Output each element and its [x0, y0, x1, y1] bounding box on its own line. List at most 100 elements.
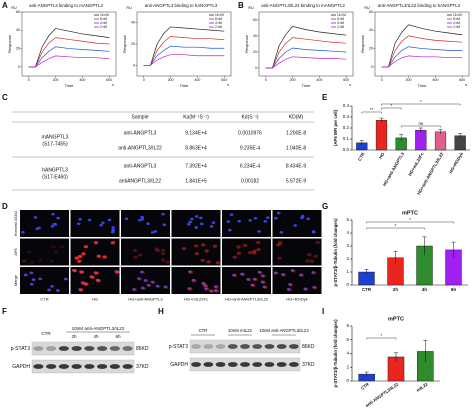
- blot-band: [71, 346, 82, 351]
- nucleus: [38, 277, 42, 281]
- x-tick-label: HG+RGDyk: [448, 151, 464, 174]
- x-tick-label: HG+mIL22Fc: [407, 151, 425, 177]
- legend-label: 2 nM: [453, 25, 460, 29]
- blot-band: [46, 346, 57, 351]
- x-tick-label: 400: [79, 78, 85, 82]
- x-tick-label: 6h: [451, 287, 457, 292]
- significance-label: *: [420, 99, 422, 104]
- legend-label: 4 nM: [215, 21, 222, 25]
- blot-band: [289, 362, 299, 367]
- x-tick-label: 400: [194, 78, 200, 82]
- significance-bracket: [381, 107, 402, 110]
- nucleus: [47, 288, 51, 292]
- ap5-signal: [246, 278, 252, 282]
- x-tick-label: 400: [432, 78, 438, 82]
- column-label: HG+anti-ANGPTL3/IL22: [225, 297, 269, 302]
- nucleus: [146, 283, 151, 287]
- ap5-signal: [84, 282, 89, 286]
- ap5-signal: [313, 254, 318, 258]
- ap5-signal: [83, 245, 89, 249]
- error-bar: [418, 127, 423, 133]
- ap5-signal: [263, 285, 268, 289]
- column-label: HG: [92, 297, 98, 302]
- ap5-signal: [160, 248, 166, 252]
- y-axis-label: (AP5 MFI per cell): [333, 109, 338, 146]
- ap5-signal: [137, 277, 143, 281]
- y-tick-label: 60: [253, 18, 257, 22]
- table-cell: 8.863E+4: [185, 145, 207, 151]
- x-tick-label: 2h: [393, 287, 399, 292]
- nucleus: [293, 224, 297, 227]
- y-tick-label: 20: [369, 47, 373, 51]
- sensorgram-curve: [143, 54, 225, 66]
- bar: [415, 129, 427, 151]
- nucleus: [155, 284, 160, 288]
- y-tick-label: 2: [346, 256, 349, 261]
- ap5-signal: [252, 251, 257, 255]
- y-unit: RU: [364, 6, 370, 10]
- nucleus: [37, 226, 41, 230]
- sensorgram-curve: [28, 46, 110, 68]
- nucleus: [111, 226, 115, 229]
- panel-letter: E: [322, 93, 328, 102]
- nucleus: [274, 216, 278, 220]
- nucleus: [194, 215, 199, 218]
- nucleus: [260, 274, 265, 277]
- blot-header: CTR: [199, 328, 208, 333]
- ap5-signal: [206, 260, 211, 264]
- legend-label: 4 nM: [337, 21, 344, 25]
- error-bar: [379, 117, 384, 123]
- y-tick-label: 0: [371, 65, 373, 69]
- x-tick-label: 600: [221, 78, 227, 82]
- error-bar: [458, 133, 463, 138]
- ap5-signal: [79, 270, 85, 274]
- ap5-signal: [110, 241, 116, 245]
- ap5-signal: [160, 252, 166, 256]
- ap5-signal: [291, 269, 296, 273]
- ap5-signal: [26, 250, 32, 254]
- error-bar: [423, 340, 428, 363]
- nucleus: [300, 216, 304, 220]
- ap5-signal: [59, 245, 65, 249]
- panel-letter: G: [322, 202, 328, 211]
- ap5-signal: [94, 271, 99, 275]
- nucleus: [190, 217, 194, 221]
- ap5-signal: [22, 259, 28, 263]
- significance-bracket: [361, 111, 382, 114]
- y-tick-label: 40: [131, 21, 135, 25]
- blot-band: [109, 364, 120, 369]
- table-cell: 0.0010976: [238, 130, 262, 136]
- nucleus: [311, 230, 316, 234]
- blot-size-label: 86KD: [136, 346, 149, 352]
- nucleus: [111, 228, 115, 232]
- nucleus: [281, 273, 285, 276]
- ap5-signal: [151, 280, 156, 285]
- ap5-signal: [201, 243, 206, 247]
- column-label: HG+mIL22Fc: [184, 297, 208, 302]
- x-axis-label: Time: [65, 83, 75, 88]
- ap5-signal: [96, 278, 101, 283]
- blot-band: [264, 344, 275, 349]
- plot-frame: [374, 11, 470, 77]
- ap5-signal: [258, 271, 263, 275]
- x-tick-label: HG+anti-ANGPTL3: [382, 151, 406, 187]
- bar: [375, 120, 388, 151]
- nucleus: [53, 223, 58, 226]
- ap5-signal: [160, 258, 166, 262]
- table-group: mANGPTL3: [42, 134, 69, 140]
- y-tick-label: 0.4: [343, 103, 350, 108]
- blot-band: [215, 344, 226, 349]
- table-cell: 9.134E+4: [185, 130, 207, 136]
- error-bar: [364, 371, 369, 377]
- significance-bracket: [381, 103, 461, 106]
- y-tick-label: 0: [346, 378, 349, 383]
- table-group: (S17-E460): [42, 174, 68, 180]
- x-tick-label: 200: [406, 78, 412, 82]
- x-tick-label: 4h: [422, 287, 428, 292]
- nucleus: [162, 223, 167, 227]
- x-tick-label: HG: [378, 151, 386, 160]
- ap5-signal: [53, 250, 59, 254]
- plot-title: anti-ANGPTL3/IL22 binding to mANGPTL3: [261, 3, 345, 8]
- blot-header: 2h: [71, 334, 77, 339]
- nucleus: [101, 221, 105, 225]
